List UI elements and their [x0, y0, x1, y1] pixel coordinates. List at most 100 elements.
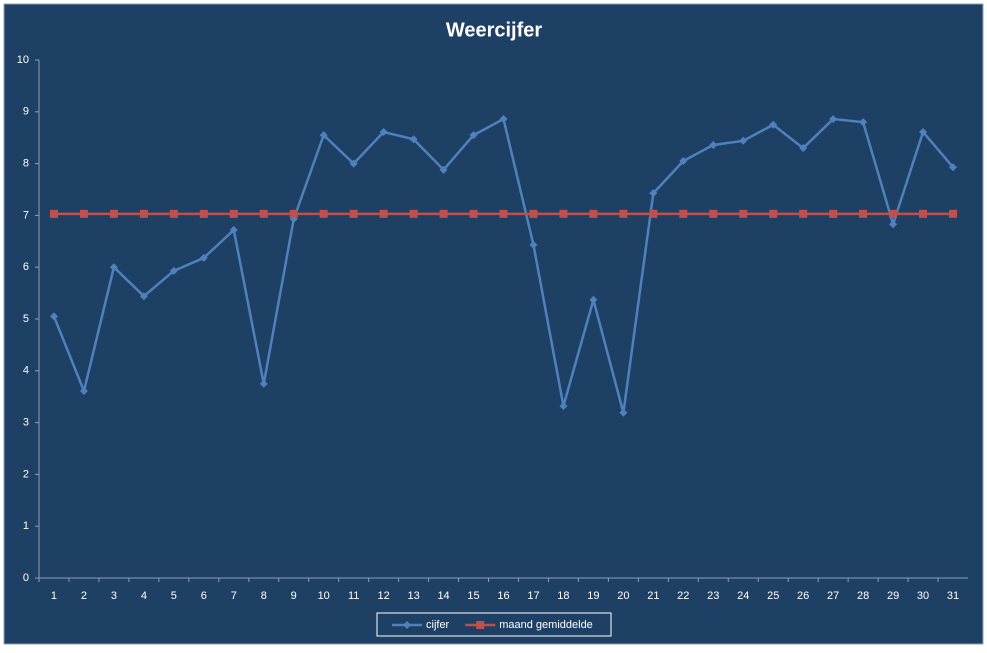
point: [739, 136, 748, 145]
point: [476, 621, 485, 629]
x-tick-label: 13: [407, 590, 419, 602]
x-tick-label: 25: [767, 590, 779, 602]
legend-box: [376, 612, 612, 637]
x-tick-label: 28: [857, 590, 869, 602]
point: [649, 189, 658, 198]
legend-label: maand gemiddelde: [499, 619, 593, 631]
point: [529, 240, 538, 249]
y-tick-label: 2: [23, 468, 29, 480]
point: [139, 292, 148, 301]
point: [439, 165, 448, 174]
x-tick-label: 5: [171, 590, 177, 602]
point: [469, 209, 478, 218]
point: [49, 312, 58, 321]
legend-label: cijfer: [426, 619, 450, 631]
point: [169, 209, 178, 218]
point: [589, 209, 598, 218]
point: [559, 402, 568, 411]
point: [169, 266, 178, 275]
point: [619, 209, 628, 218]
point: [499, 209, 508, 218]
point: [709, 209, 718, 218]
point: [529, 209, 538, 218]
x-tick-label: 21: [647, 590, 659, 602]
x-tick-label: 7: [231, 590, 237, 602]
x-tick-label: 19: [587, 590, 599, 602]
point: [919, 128, 928, 137]
x-tick-label: 24: [737, 590, 749, 602]
x-tick-label: 9: [291, 590, 297, 602]
point: [619, 408, 628, 417]
chart-title: Weercijfer: [446, 19, 543, 41]
x-tick-label: 30: [917, 590, 929, 602]
point: [829, 115, 838, 124]
x-tick-label: 26: [797, 590, 809, 602]
point: [319, 131, 328, 140]
point: [79, 209, 88, 218]
point: [379, 209, 388, 218]
point: [949, 163, 958, 172]
x-tick-label: 10: [318, 590, 330, 602]
x-tick-label: 22: [677, 590, 689, 602]
point: [469, 131, 478, 140]
point: [679, 209, 688, 218]
point: [409, 209, 418, 218]
x-tick-label: 1: [51, 590, 57, 602]
point: [739, 209, 748, 218]
x-tick-label: 20: [617, 590, 629, 602]
point: [859, 118, 868, 127]
point: [199, 253, 208, 262]
x-tick-label: 2: [81, 590, 87, 602]
point: [649, 209, 658, 218]
point: [199, 209, 208, 218]
point: [919, 209, 928, 218]
point: [49, 209, 58, 218]
point: [769, 120, 778, 129]
point: [319, 209, 328, 218]
x-tick-label: 16: [497, 590, 509, 602]
y-tick-label: 5: [23, 313, 29, 325]
x-tick-label: 15: [467, 590, 479, 602]
point: [589, 295, 598, 304]
y-tick-label: 7: [23, 209, 29, 221]
point: [349, 209, 358, 218]
point: [409, 135, 418, 144]
point: [109, 263, 118, 272]
y-tick-label: 6: [23, 261, 29, 273]
point: [709, 140, 718, 149]
x-tick-label: 27: [827, 590, 839, 602]
x-tick-label: 4: [141, 590, 147, 602]
point: [403, 621, 411, 629]
x-tick-label: 18: [557, 590, 569, 602]
point: [79, 387, 88, 396]
x-tick-label: 6: [201, 590, 207, 602]
x-tick-label: 3: [111, 590, 117, 602]
chart-background: [3, 3, 984, 645]
point: [259, 209, 268, 218]
point: [799, 144, 808, 153]
y-tick-label: 4: [23, 365, 29, 377]
point: [109, 209, 118, 218]
point: [889, 220, 898, 229]
x-tick-label: 11: [348, 590, 359, 602]
point: [259, 379, 268, 388]
point: [379, 128, 388, 137]
x-tick-label: 31: [947, 590, 959, 602]
point: [769, 209, 778, 218]
point: [829, 209, 838, 218]
x-tick-label: 17: [527, 590, 539, 602]
legend: cijfer maand gemiddelde: [376, 612, 612, 637]
point: [289, 209, 298, 218]
point: [139, 209, 148, 218]
point: [889, 209, 898, 218]
point: [799, 209, 808, 218]
x-tick-label: 14: [437, 590, 449, 602]
point: [499, 115, 508, 124]
point: [679, 157, 688, 166]
y-tick-label: 10: [17, 54, 29, 66]
x-tick-label: 23: [707, 590, 719, 602]
y-tick-label: 3: [23, 417, 29, 429]
y-tick-label: 0: [23, 572, 29, 584]
y-tick-label: 9: [23, 106, 29, 118]
